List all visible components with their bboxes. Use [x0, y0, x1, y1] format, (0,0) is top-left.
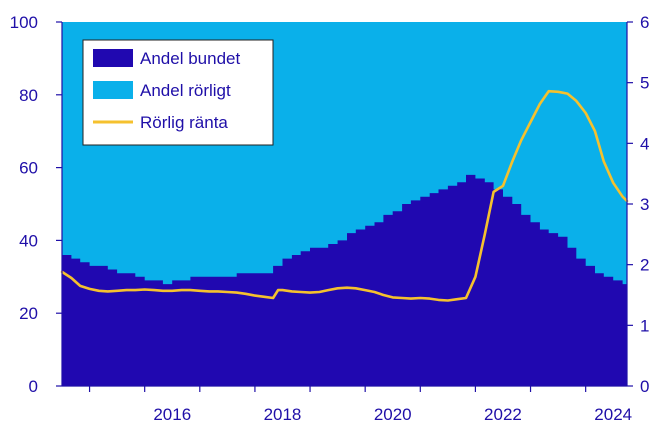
y-left-tick-label: 40: [19, 231, 38, 250]
y-right-tick-label: 4: [640, 134, 649, 153]
axes-layer: 0 20 40 60 80 100 0 1 2 3 4 5 6 2016 2018 2020 2022 2024: [10, 13, 650, 424]
y-right-tick-label: 0: [640, 377, 649, 396]
y-right-tick-label: 1: [640, 316, 649, 335]
x-tick-label: 2020: [374, 405, 412, 424]
line-layer: [60, 89, 629, 302]
y-left-tick-label: 20: [19, 304, 38, 323]
legend-swatch-fixed: [93, 49, 133, 67]
y-right-tick-label: 2: [640, 256, 649, 275]
x-tick-label: 2016: [153, 405, 191, 424]
y-right-tick-label: 3: [640, 195, 649, 214]
legend-label-fixed: Andel bundet: [140, 49, 240, 68]
legend-label-variable: Andel rörligt: [140, 81, 231, 100]
y-right-tick-label: 6: [640, 13, 649, 32]
y-right-tick-label: 5: [640, 74, 649, 93]
y-left-tick-label: 60: [19, 159, 38, 178]
legend: Andel bundet Andel rörligt Rörlig ränta: [82, 39, 274, 146]
x-tick-label: 2018: [264, 405, 302, 424]
line-rorlig-ranta: [60, 89, 629, 302]
y-left-tick-label: 80: [19, 86, 38, 105]
legend-swatch-variable: [93, 81, 133, 99]
y-left-tick-label: 100: [10, 13, 38, 32]
x-tick-label: 2022: [484, 405, 522, 424]
legend-label-rate: Rörlig ränta: [140, 113, 228, 132]
area-layer: [62, 22, 627, 386]
y-left-tick-label: 0: [29, 377, 38, 396]
x-tick-label: 2024: [594, 405, 632, 424]
